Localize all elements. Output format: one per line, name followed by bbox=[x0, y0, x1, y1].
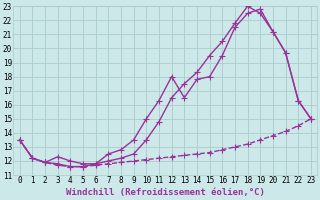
X-axis label: Windchill (Refroidissement éolien,°C): Windchill (Refroidissement éolien,°C) bbox=[66, 188, 265, 197]
